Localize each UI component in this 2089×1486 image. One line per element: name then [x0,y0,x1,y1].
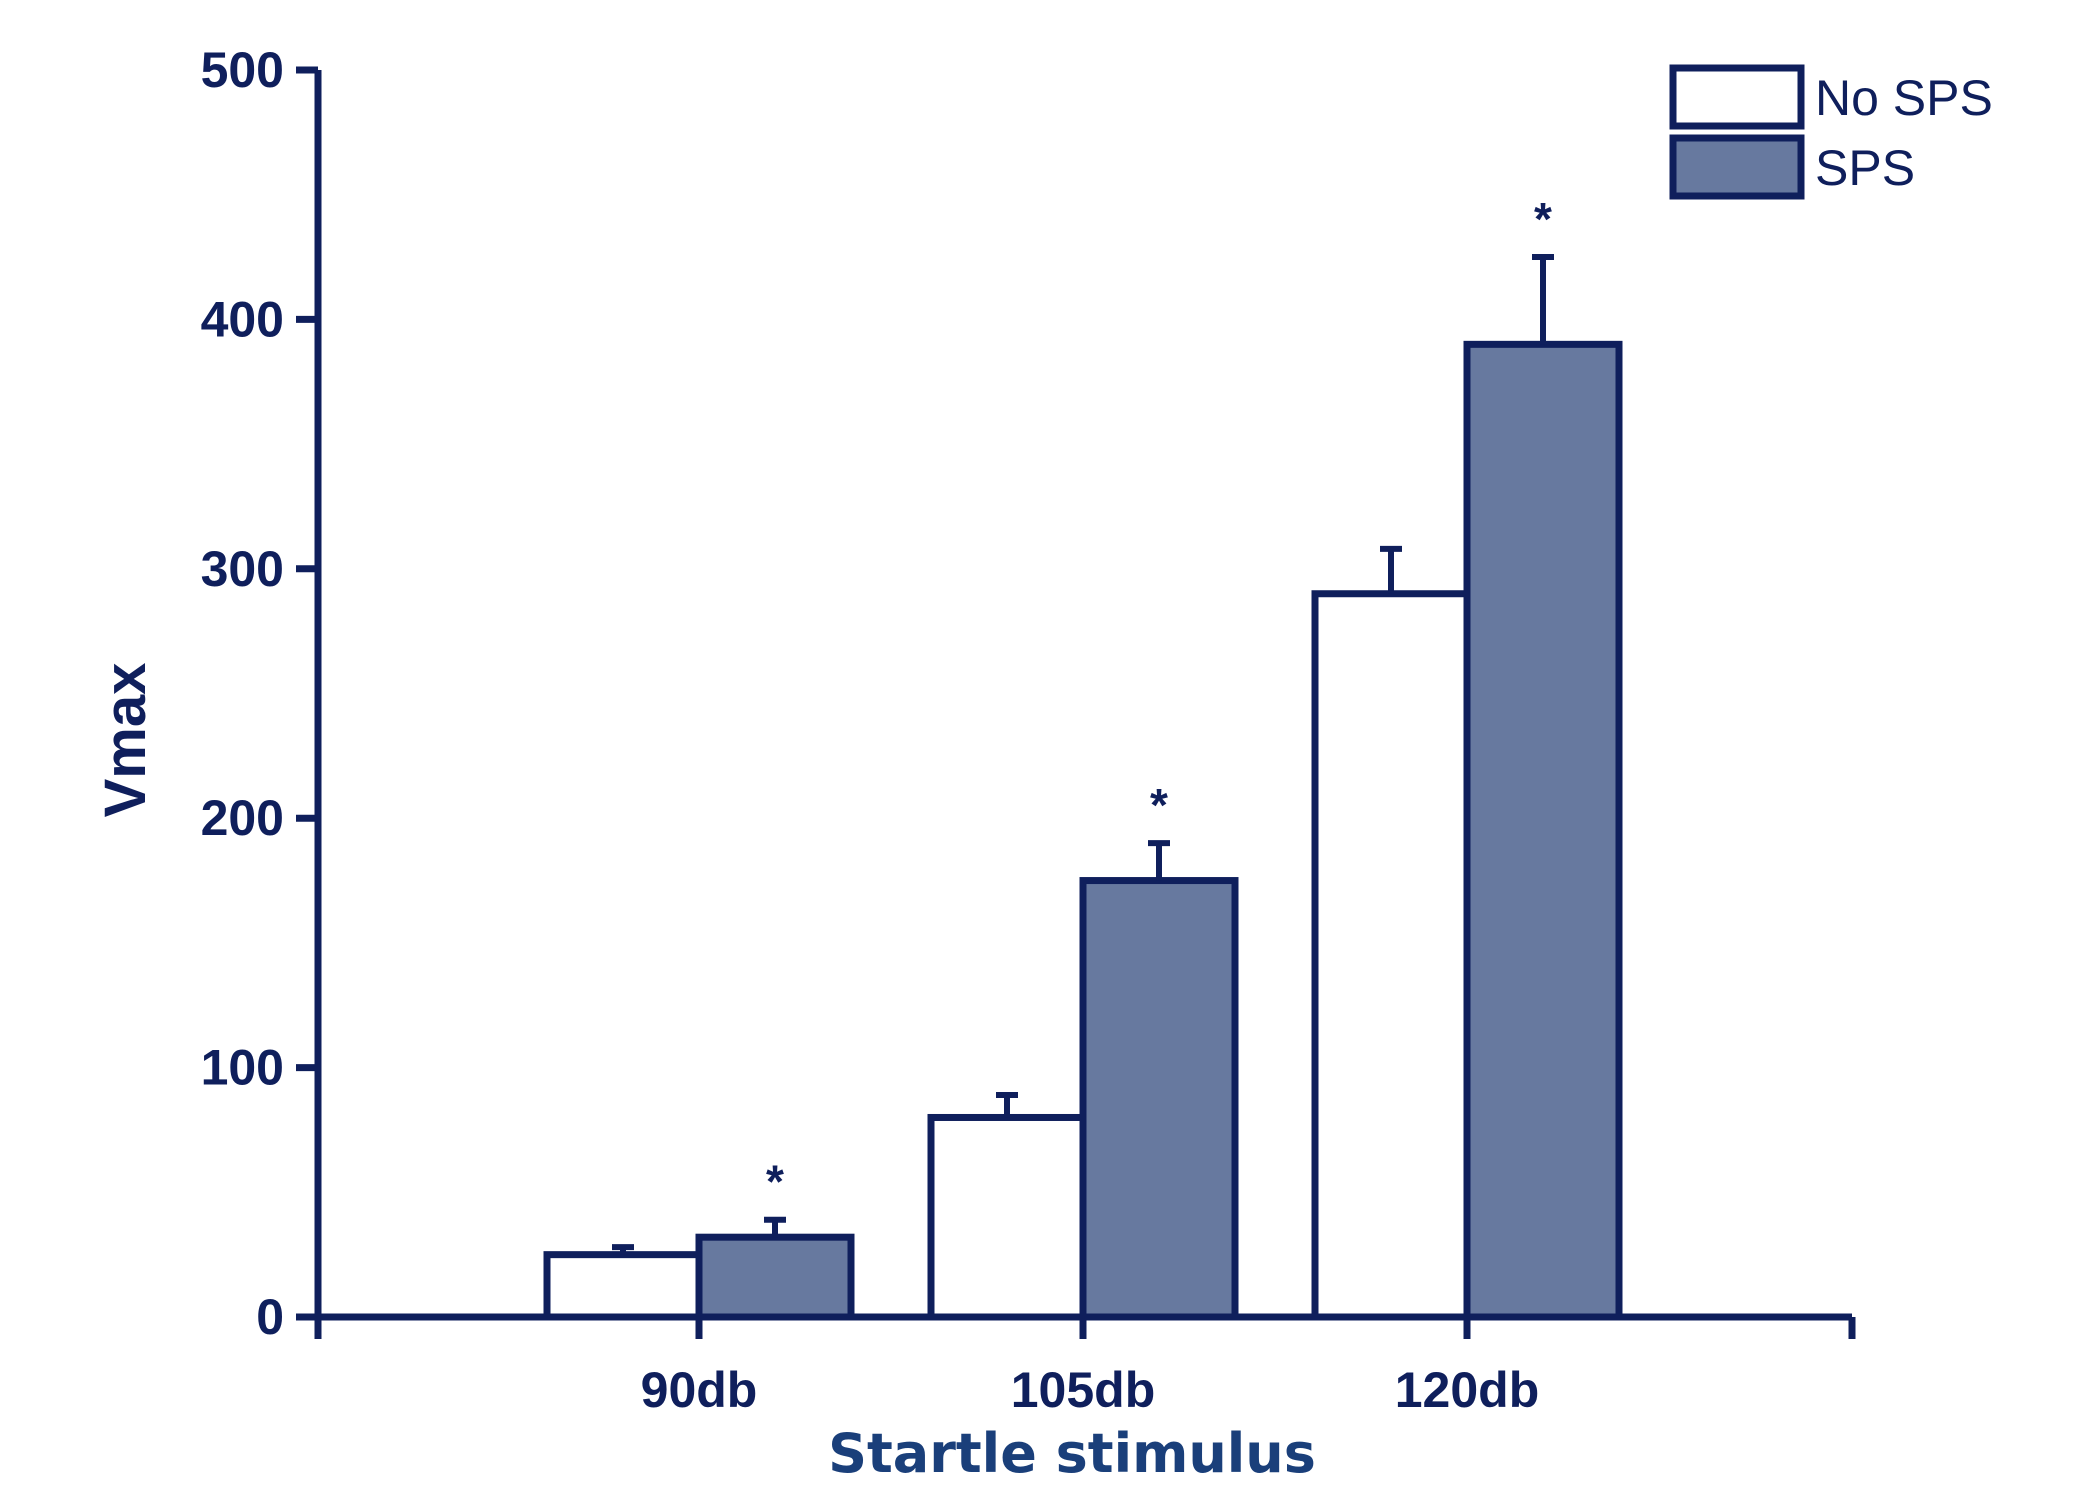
bar [1463,340,1623,1321]
legend-swatch [1669,134,1805,200]
legend: No SPS SPS [1669,64,1993,200]
legend-swatch [1669,64,1805,130]
ticks-layer: 0 100 200 300 400 500 90db 105db 120db [201,42,1540,1418]
x-tick-label: 105db [1011,1362,1156,1418]
y-tick-label: 300 [201,541,284,597]
significance-star: * [1534,193,1552,245]
bar [927,1113,1087,1321]
bar [1311,590,1471,1321]
y-tick-label: 200 [201,790,284,846]
y-tick-label: 100 [201,1040,284,1096]
bar [695,1233,855,1321]
bar [1079,877,1239,1321]
bars-layer: * * * [543,193,1623,1321]
legend-label: SPS [1815,140,1915,196]
y-axis-label: Vmax [93,663,158,818]
y-tick-label: 400 [201,291,284,347]
bar [543,1251,703,1321]
x-tick-label: 120db [1395,1362,1540,1418]
y-tick-label: 0 [256,1289,284,1345]
significance-star: * [766,1156,784,1208]
legend-label: No SPS [1815,70,1993,126]
significance-star: * [1150,779,1168,831]
y-tick-label: 500 [201,42,284,98]
x-axis-label: Startle stimulus [828,1422,1316,1485]
x-tick-label: 90db [641,1362,758,1418]
